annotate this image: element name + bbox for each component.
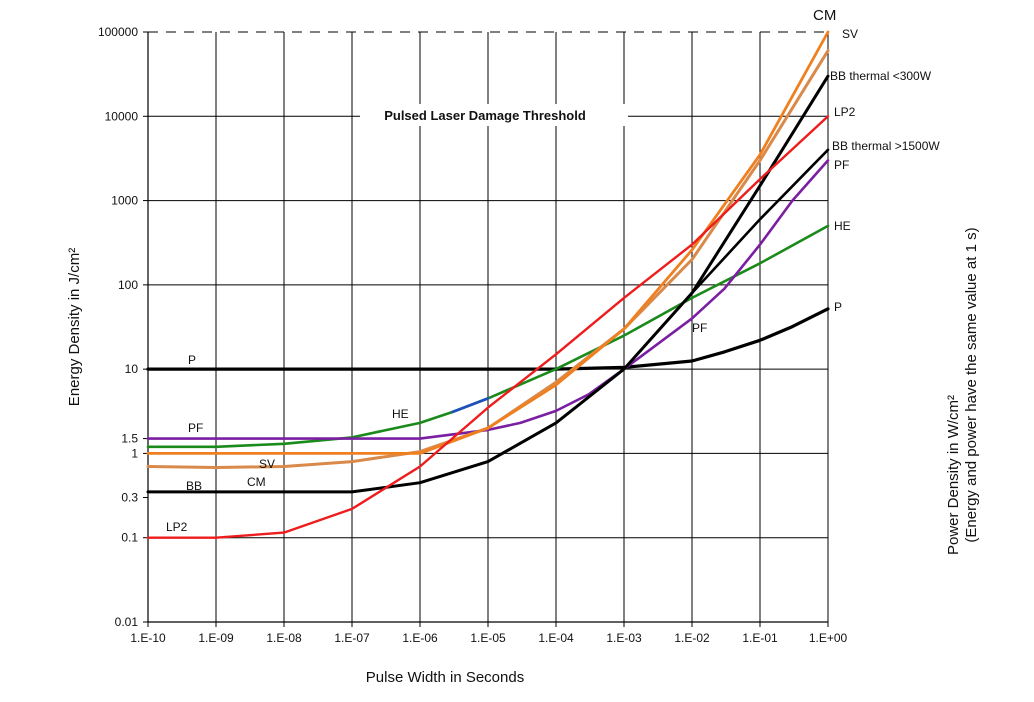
series-line-LP2 <box>146 115 830 539</box>
series-label-PF-right: PF <box>834 158 849 172</box>
y-axis-title-left: Energy Density in J/cm² <box>66 248 83 406</box>
series-line-BB-thermal-gt1500W <box>690 148 830 295</box>
y-tick-label: 10000 <box>105 109 139 123</box>
label-layer: P PF BB LP2 HE SV CM PF CM SV BB thermal <300W LP2 B… <box>166 7 940 534</box>
grid-layer <box>148 31 829 622</box>
x-tick-label: 1.E-04 <box>538 631 574 645</box>
series-label-HE-mid: HE <box>392 407 409 421</box>
series-line-BB-thermal-lt300W <box>146 74 830 494</box>
x-tick-label: 1.E-01 <box>742 631 778 645</box>
series-layer <box>146 30 830 539</box>
y-axis-title-right-line1: Power Density in W/cm² <box>945 395 962 555</box>
x-tick-label: 1.E-10 <box>130 631 166 645</box>
y-tick-label: 0.1 <box>121 531 138 545</box>
series-label-BB-left: BB <box>186 479 202 493</box>
x-tick-label: 1.E-05 <box>470 631 506 645</box>
series-label-P-right: P <box>834 300 842 314</box>
y-tick-label: 10 <box>125 362 139 376</box>
series-line-P <box>146 307 830 371</box>
x-tick-label: 1.E-07 <box>334 631 370 645</box>
y-tick-label: 0.3 <box>121 490 138 504</box>
series-label-LP2-right: LP2 <box>834 105 856 119</box>
chart-title: Pulsed Laser Damage Threshold <box>384 108 586 123</box>
chart-title-background <box>360 104 628 126</box>
series-label-SV-right: SV <box>842 27 858 41</box>
series-label-BB-thermal-gt1500W: BB thermal >1500W <box>832 139 940 153</box>
y-tick-label: 100 <box>118 278 138 292</box>
axis-layer: 1.E-10 1.E-09 1.E-08 1.E-07 1.E-06 1.E-05 1.E-… <box>98 25 848 645</box>
series-label-BB-thermal-lt300W: BB thermal <300W <box>830 69 932 83</box>
y-tick-label: 1.5 <box>121 432 138 446</box>
series-label-PF-mid: PF <box>692 321 707 335</box>
y-tick-label: 100000 <box>98 25 138 39</box>
series-label-HE-right: HE <box>834 219 851 233</box>
series-line-SV <box>146 30 830 455</box>
series-label-CM-mid: CM <box>247 475 266 489</box>
series-label-SV-mid: SV <box>259 457 275 471</box>
x-tick-label: 1.E-09 <box>198 631 234 645</box>
x-axis-title: Pulse Width in Seconds <box>366 669 524 686</box>
x-tick-label: 1.E-06 <box>402 631 438 645</box>
series-line-HE-highlight <box>451 397 490 414</box>
y-tick-label: 1 <box>131 446 138 460</box>
series-label-P-left: P <box>188 353 196 367</box>
y-tick-label: 1000 <box>111 194 138 208</box>
series-label-CM-top: CM <box>813 7 836 24</box>
x-tick-label: 1.E-03 <box>606 631 642 645</box>
y-tick-label: 0.01 <box>115 615 139 629</box>
series-label-LP2-left: LP2 <box>166 520 188 534</box>
x-tick-label: 1.E-08 <box>266 631 302 645</box>
x-tick-label: 1.E+00 <box>809 631 848 645</box>
x-tick-label: 1.E-02 <box>674 631 710 645</box>
y-axis-title-right-line2: (Energy and power have the same value at… <box>963 227 980 542</box>
series-label-PF-left: PF <box>188 421 203 435</box>
